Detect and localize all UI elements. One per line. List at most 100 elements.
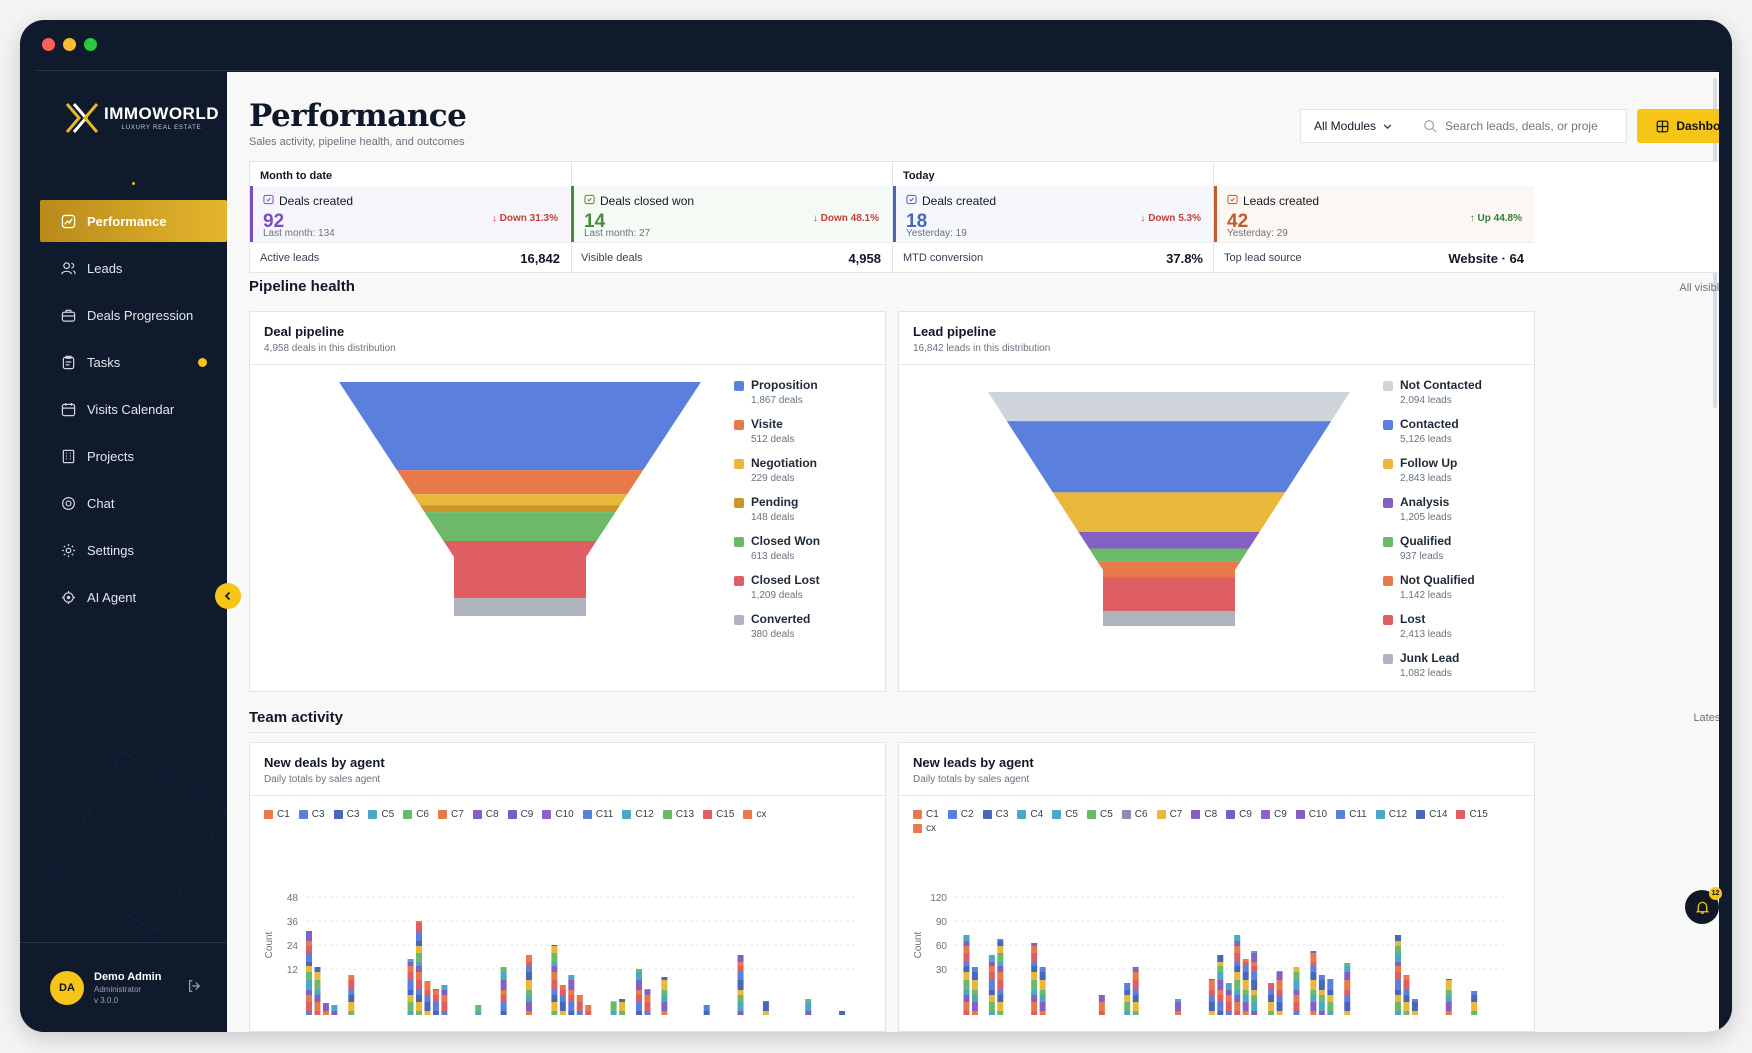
kpi-card[interactable]: Deals closed won 14 Last month: 27 ↓ Down 4… <box>571 186 891 242</box>
bar-segment[interactable] <box>526 955 532 962</box>
bar-segment[interactable] <box>551 953 558 962</box>
legend-item[interactable]: Pending 148 deals <box>734 495 820 534</box>
bar-segment[interactable] <box>1344 972 1351 980</box>
bar-segment[interactable] <box>1395 972 1401 980</box>
bar-segment[interactable] <box>1217 1002 1224 1011</box>
bar-segment[interactable] <box>1318 1002 1325 1011</box>
bar-segment[interactable] <box>416 953 422 962</box>
funnel-stage-lost[interactable] <box>1103 577 1235 611</box>
bar-segment[interactable] <box>500 990 507 995</box>
legend-item[interactable]: C10 <box>542 807 574 821</box>
bar-segment[interactable] <box>1395 1002 1401 1011</box>
bar-segment[interactable] <box>1395 995 1401 1002</box>
bar-segment[interactable] <box>839 1011 846 1015</box>
bar-segment[interactable] <box>1234 972 1241 980</box>
bar-segment[interactable] <box>1251 995 1258 1002</box>
funnel-stage-converted[interactable] <box>454 598 586 616</box>
bar-segment[interactable] <box>737 955 744 962</box>
bar-segment[interactable] <box>805 1011 812 1015</box>
bar-segment[interactable] <box>559 1002 566 1011</box>
bar-segment[interactable] <box>416 931 422 941</box>
funnel-stage-contacted[interactable] <box>1006 421 1332 493</box>
bar-segment[interactable] <box>559 1011 566 1015</box>
legend-item[interactable]: C11 <box>582 807 613 821</box>
bar-segment[interactable] <box>1310 980 1317 990</box>
bar-segment[interactable] <box>306 931 312 941</box>
bar-segment[interactable] <box>997 941 1004 946</box>
bar-segment[interactable] <box>306 1011 312 1015</box>
bar-segment[interactable] <box>1327 995 1334 1002</box>
bar-segment[interactable] <box>1276 990 1283 995</box>
bar-segment[interactable] <box>1234 962 1241 966</box>
bar-segment[interactable] <box>963 980 970 990</box>
bar-segment[interactable] <box>559 995 566 1002</box>
legend-item[interactable]: C5 <box>368 807 394 821</box>
bar-segment[interactable] <box>1217 972 1224 980</box>
bar-segment[interactable] <box>416 980 422 990</box>
bar-segment[interactable] <box>416 1002 422 1011</box>
bar-segment[interactable] <box>644 1002 651 1011</box>
bar-segment[interactable] <box>416 941 422 946</box>
bar-segment[interactable] <box>737 972 744 980</box>
bar-segment[interactable] <box>762 1001 769 1002</box>
bar-segment[interactable] <box>1276 1011 1283 1015</box>
legend-item[interactable]: Negotiation 229 deals <box>734 456 820 495</box>
search-bar[interactable] <box>1411 109 1627 143</box>
bar-segment[interactable] <box>1132 980 1139 990</box>
bar-segment[interactable] <box>1310 966 1317 972</box>
bar-segment[interactable] <box>1039 1011 1046 1015</box>
bar-segment[interactable] <box>559 990 566 995</box>
legend-item[interactable]: Follow Up 2,843 leads <box>1383 456 1482 495</box>
bar-segment[interactable] <box>988 1002 995 1011</box>
minimize-dot[interactable] <box>63 38 76 51</box>
bar-segment[interactable] <box>1242 980 1249 990</box>
bar-segment[interactable] <box>585 1011 592 1015</box>
funnel-stage-pending[interactable] <box>419 505 621 513</box>
bar-segment[interactable] <box>1242 1011 1249 1015</box>
bar-segment[interactable] <box>997 946 1004 953</box>
bar-segment[interactable] <box>997 972 1004 980</box>
bar-segment[interactable] <box>805 1002 812 1011</box>
bar-segment[interactable] <box>1276 980 1283 990</box>
bar-segment[interactable] <box>306 980 312 990</box>
bar-segment[interactable] <box>1293 1011 1300 1015</box>
bar-segment[interactable] <box>416 946 422 953</box>
bar-segment[interactable] <box>1411 999 1418 1002</box>
bar-segment[interactable] <box>432 1002 439 1011</box>
legend-item[interactable]: Contacted 5,126 leads <box>1383 417 1482 456</box>
bar-segment[interactable] <box>306 966 312 972</box>
legend-item[interactable]: C12 <box>622 807 654 821</box>
bar-segment[interactable] <box>1395 935 1401 941</box>
kpi-card[interactable]: Deals created 92 Last month: 134 ↓ Down 31.… <box>250 186 570 242</box>
bar-segment[interactable] <box>737 990 744 995</box>
bar-segment[interactable] <box>636 1002 642 1011</box>
bar-segment[interactable] <box>1031 980 1038 990</box>
bar-segment[interactable] <box>997 1002 1004 1011</box>
bar-segment[interactable] <box>306 953 312 962</box>
bar-segment[interactable] <box>1411 1002 1418 1011</box>
legend-item[interactable]: C8 <box>472 807 499 821</box>
bar-segment[interactable] <box>619 1002 626 1011</box>
bar-segment[interactable] <box>1208 1002 1215 1011</box>
bar-segment[interactable] <box>407 1011 414 1015</box>
bar-segment[interactable] <box>1031 972 1038 980</box>
bar-segment[interactable] <box>1293 995 1300 1002</box>
bar-segment[interactable] <box>424 1002 431 1011</box>
bar-segment[interactable] <box>568 980 575 990</box>
bar-segment[interactable] <box>737 1002 744 1011</box>
bar-segment[interactable] <box>568 1011 575 1015</box>
bar-segment[interactable] <box>988 972 995 980</box>
bar-segment[interactable] <box>1344 990 1351 995</box>
bar-segment[interactable] <box>1268 1002 1275 1011</box>
bar-segment[interactable] <box>1327 1002 1334 1011</box>
legend-item[interactable]: Visite 512 deals <box>734 417 820 456</box>
bar-segment[interactable] <box>1276 972 1283 980</box>
legend-item[interactable]: cx <box>913 821 936 835</box>
bar-segment[interactable] <box>988 1011 995 1015</box>
bar-segment[interactable] <box>551 1002 558 1011</box>
legend-item[interactable]: Analysis 1,205 leads <box>1383 495 1482 534</box>
bar-segment[interactable] <box>1132 967 1139 972</box>
bar-segment[interactable] <box>1242 1002 1249 1011</box>
bar-segment[interactable] <box>1268 995 1275 1002</box>
bar-segment[interactable] <box>1471 991 1478 995</box>
